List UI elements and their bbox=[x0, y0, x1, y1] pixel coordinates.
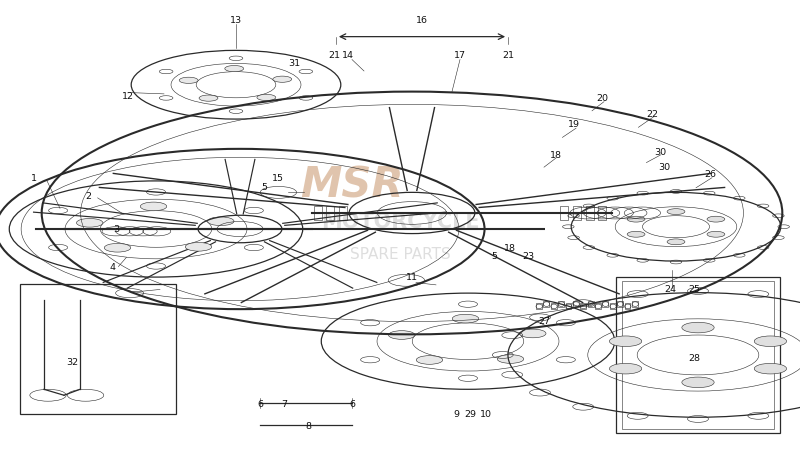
Ellipse shape bbox=[707, 216, 725, 222]
Bar bbox=[573, 206, 581, 220]
Text: 31: 31 bbox=[288, 59, 301, 68]
Text: MOTORCYCLE: MOTORCYCLE bbox=[321, 212, 479, 232]
Bar bbox=[558, 301, 564, 307]
Bar bbox=[560, 206, 568, 220]
Ellipse shape bbox=[179, 77, 198, 83]
Ellipse shape bbox=[186, 242, 212, 251]
Ellipse shape bbox=[754, 363, 786, 374]
Text: 29: 29 bbox=[464, 410, 477, 419]
Text: 17: 17 bbox=[454, 51, 466, 60]
Ellipse shape bbox=[627, 216, 645, 222]
Text: 5: 5 bbox=[261, 183, 267, 192]
Text: 6: 6 bbox=[349, 400, 355, 409]
Ellipse shape bbox=[389, 331, 415, 339]
Bar bbox=[20, 284, 176, 414]
Text: 28: 28 bbox=[688, 354, 701, 363]
Text: 20: 20 bbox=[596, 94, 608, 103]
Bar bbox=[326, 206, 334, 220]
Ellipse shape bbox=[682, 377, 714, 387]
Ellipse shape bbox=[140, 202, 166, 211]
Ellipse shape bbox=[610, 363, 642, 374]
Text: 4: 4 bbox=[109, 263, 115, 273]
Text: 23: 23 bbox=[522, 252, 534, 261]
Bar bbox=[625, 303, 630, 309]
Text: 16: 16 bbox=[417, 16, 429, 25]
Bar bbox=[622, 281, 774, 429]
Bar bbox=[602, 301, 608, 307]
Ellipse shape bbox=[452, 314, 478, 323]
Ellipse shape bbox=[519, 329, 546, 338]
Bar bbox=[543, 301, 550, 307]
Ellipse shape bbox=[273, 76, 292, 82]
Text: 30: 30 bbox=[654, 147, 666, 157]
Ellipse shape bbox=[207, 217, 234, 226]
Bar bbox=[566, 303, 571, 309]
Text: 10: 10 bbox=[480, 410, 492, 419]
Text: 18: 18 bbox=[504, 244, 516, 253]
Ellipse shape bbox=[498, 354, 524, 363]
Bar bbox=[588, 301, 594, 307]
Bar bbox=[314, 206, 322, 220]
Text: 12: 12 bbox=[122, 92, 134, 101]
Text: 25: 25 bbox=[688, 285, 701, 294]
Ellipse shape bbox=[667, 209, 685, 214]
Bar bbox=[580, 303, 586, 309]
Bar bbox=[339, 206, 347, 220]
Bar bbox=[586, 206, 594, 220]
Text: MSR: MSR bbox=[300, 164, 403, 207]
Ellipse shape bbox=[754, 336, 786, 347]
Ellipse shape bbox=[667, 239, 685, 245]
Text: 19: 19 bbox=[568, 120, 581, 129]
Bar bbox=[595, 303, 601, 309]
Ellipse shape bbox=[257, 94, 276, 101]
Text: 8: 8 bbox=[305, 422, 311, 431]
Ellipse shape bbox=[199, 95, 218, 101]
Text: 3: 3 bbox=[113, 224, 119, 234]
Ellipse shape bbox=[77, 218, 103, 227]
Text: 21: 21 bbox=[328, 51, 341, 60]
Bar bbox=[536, 303, 542, 309]
Text: 2: 2 bbox=[85, 192, 91, 202]
Bar bbox=[632, 301, 638, 307]
Text: 6: 6 bbox=[257, 400, 263, 409]
Ellipse shape bbox=[610, 336, 642, 347]
Text: 13: 13 bbox=[230, 16, 242, 25]
Bar bbox=[616, 277, 780, 433]
Text: 32: 32 bbox=[66, 358, 78, 367]
Text: 15: 15 bbox=[272, 174, 285, 183]
Text: 22: 22 bbox=[646, 110, 658, 119]
Text: 26: 26 bbox=[704, 170, 717, 180]
Text: 1: 1 bbox=[31, 174, 38, 183]
Text: 18: 18 bbox=[550, 151, 562, 160]
Bar bbox=[550, 303, 557, 309]
Bar bbox=[618, 301, 623, 307]
Bar bbox=[610, 303, 616, 309]
Text: 7: 7 bbox=[281, 400, 287, 409]
Text: 14: 14 bbox=[342, 51, 354, 60]
Ellipse shape bbox=[225, 65, 244, 72]
Text: 27: 27 bbox=[538, 317, 550, 326]
Text: 30: 30 bbox=[658, 163, 670, 172]
Text: SPARE PARTS: SPARE PARTS bbox=[350, 247, 450, 262]
Ellipse shape bbox=[416, 355, 442, 364]
Bar bbox=[573, 301, 578, 307]
Ellipse shape bbox=[682, 322, 714, 333]
Ellipse shape bbox=[104, 243, 130, 252]
Text: 24: 24 bbox=[664, 285, 677, 294]
Text: 9: 9 bbox=[453, 410, 459, 419]
Bar bbox=[598, 206, 606, 220]
Ellipse shape bbox=[627, 231, 645, 237]
Text: 21: 21 bbox=[502, 51, 514, 60]
Text: 5: 5 bbox=[491, 252, 498, 261]
Ellipse shape bbox=[707, 231, 725, 237]
Text: 11: 11 bbox=[406, 273, 418, 282]
